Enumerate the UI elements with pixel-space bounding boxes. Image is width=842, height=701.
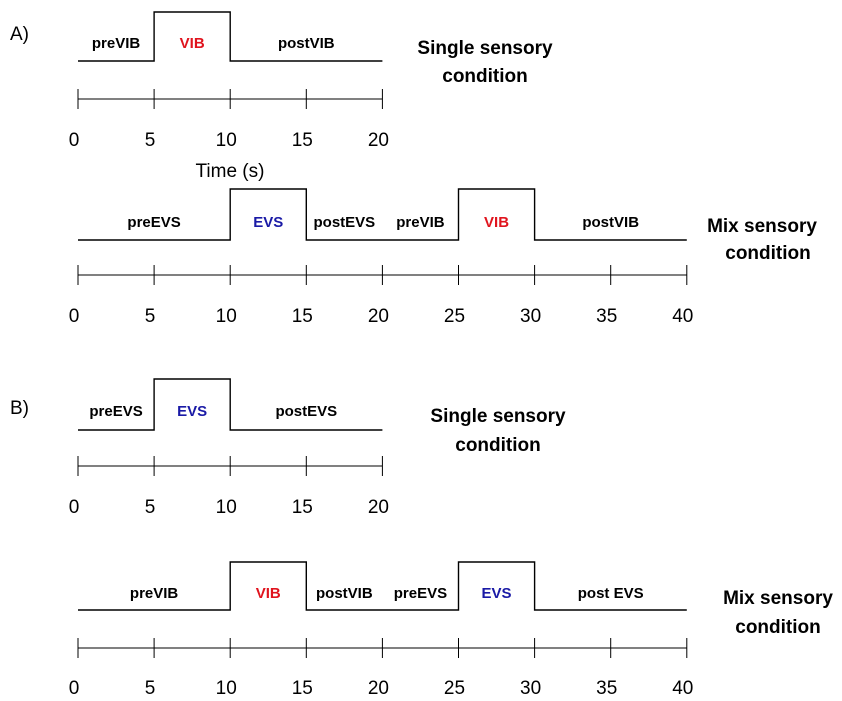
stimulus-label-vib: VIB bbox=[484, 214, 509, 231]
phase-label: preVIB bbox=[130, 585, 179, 602]
tick-label: 20 bbox=[368, 130, 389, 151]
tick-label: 10 bbox=[216, 130, 237, 151]
tick-label: 5 bbox=[145, 130, 156, 151]
tick-label: 20 bbox=[368, 306, 389, 327]
tick-label: 35 bbox=[596, 306, 617, 327]
tick-label: 15 bbox=[292, 497, 313, 518]
condition-label: condition bbox=[455, 435, 540, 456]
tick-label: 5 bbox=[145, 497, 156, 518]
phase-label: postVIB bbox=[278, 35, 335, 52]
stimulus-label-evs: EVS bbox=[482, 585, 512, 602]
tick-label: 20 bbox=[368, 497, 389, 518]
condition-label: condition bbox=[442, 66, 527, 87]
condition-label: Mix sensory bbox=[723, 588, 833, 609]
condition-label: Single sensory bbox=[430, 406, 566, 427]
stimulus-label-evs: EVS bbox=[177, 403, 207, 420]
phase-label: postVIB bbox=[582, 214, 639, 231]
tick-label: 35 bbox=[596, 678, 617, 696]
tick-label: 40 bbox=[672, 306, 693, 327]
phase-label: preEVS bbox=[127, 214, 180, 231]
stimulus-label-vib: VIB bbox=[256, 585, 281, 602]
tick-label: 10 bbox=[216, 306, 237, 327]
tick-label: 0 bbox=[69, 497, 80, 518]
timing-waveform bbox=[78, 11, 383, 62]
phase-label: post EVS bbox=[578, 585, 644, 602]
tick-label: 30 bbox=[520, 678, 541, 696]
tick-label: 15 bbox=[292, 130, 313, 151]
condition-label: condition bbox=[735, 617, 820, 638]
phase-label: preVIB bbox=[92, 35, 141, 52]
panel-label: A) bbox=[10, 24, 29, 45]
tick-label: 30 bbox=[520, 306, 541, 327]
phase-label: preVIB bbox=[396, 214, 445, 231]
tick-label: 5 bbox=[145, 306, 156, 327]
phase-label: postVIB bbox=[316, 585, 373, 602]
tick-label: 40 bbox=[672, 678, 693, 696]
tick-label: 0 bbox=[69, 130, 80, 151]
axis-title: Time (s) bbox=[196, 161, 265, 182]
phase-label: postEVS bbox=[314, 214, 376, 231]
timing-waveform bbox=[78, 378, 383, 431]
condition-label: Mix sensory bbox=[707, 216, 817, 237]
phase-label: postEVS bbox=[275, 403, 337, 420]
phase-label: preEVS bbox=[89, 403, 142, 420]
tick-label: 20 bbox=[368, 678, 389, 696]
tick-label: 25 bbox=[444, 678, 465, 696]
timing-waveform bbox=[78, 561, 687, 611]
stimulus-label-vib: VIB bbox=[180, 35, 205, 52]
tick-label: 25 bbox=[444, 306, 465, 327]
timing-waveform bbox=[78, 188, 687, 241]
tick-label: 5 bbox=[145, 678, 156, 696]
tick-label: 10 bbox=[216, 497, 237, 518]
phase-label: preEVS bbox=[394, 585, 447, 602]
tick-label: 0 bbox=[69, 678, 80, 696]
tick-label: 0 bbox=[69, 306, 80, 327]
stimulus-label-evs: EVS bbox=[253, 214, 283, 231]
tick-label: 10 bbox=[216, 678, 237, 696]
condition-label: condition bbox=[725, 243, 810, 264]
tick-label: 15 bbox=[292, 678, 313, 696]
condition-label: Single sensory bbox=[417, 38, 553, 59]
panel-label: B) bbox=[10, 398, 29, 419]
tick-label: 15 bbox=[292, 306, 313, 327]
